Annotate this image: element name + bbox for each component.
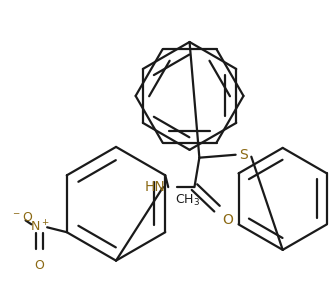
Text: S: S: [239, 148, 248, 162]
Text: HN: HN: [144, 180, 165, 194]
Text: CH$_3$: CH$_3$: [175, 193, 200, 208]
Text: N$^+$: N$^+$: [29, 220, 49, 235]
Text: $^-$O: $^-$O: [10, 211, 33, 224]
Text: O: O: [35, 259, 44, 272]
Text: O: O: [222, 213, 233, 227]
